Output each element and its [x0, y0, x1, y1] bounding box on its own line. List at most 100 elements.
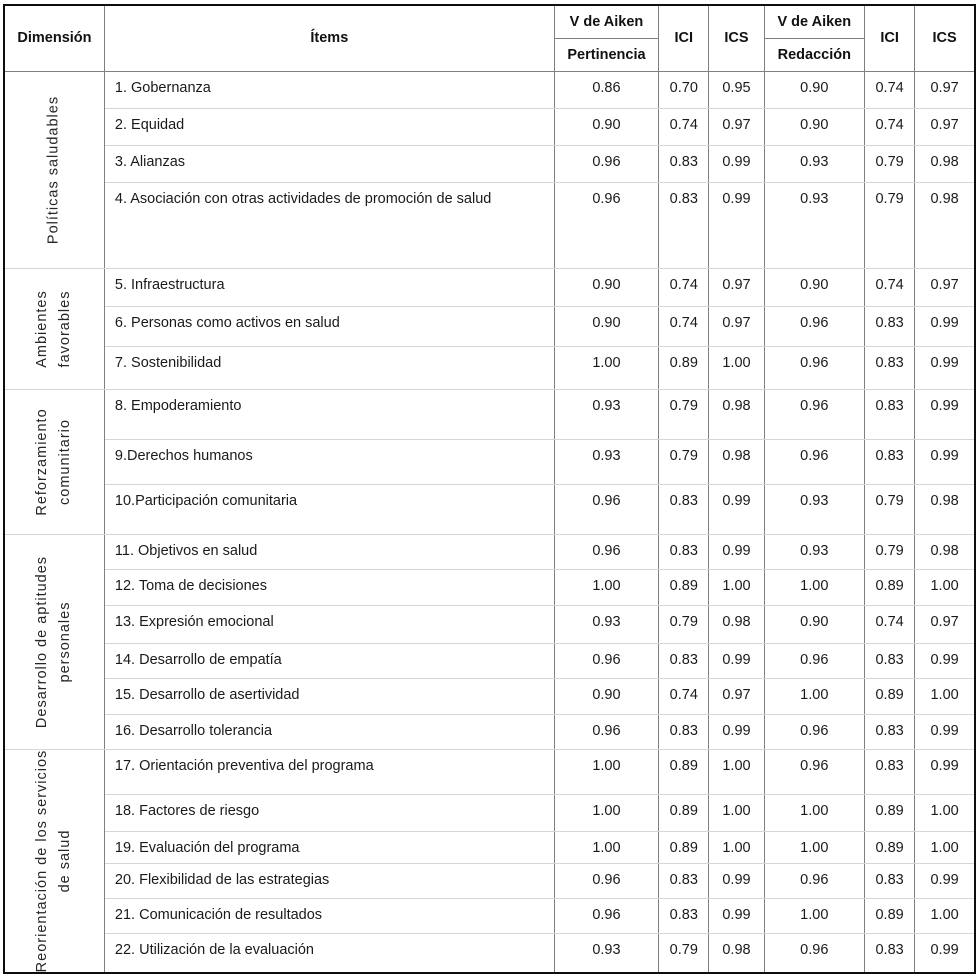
value-cell: 0.90 — [553, 677, 660, 715]
header-pertinencia: Pertinencia — [553, 37, 660, 72]
value-cell: 0.83 — [863, 748, 916, 795]
dimension-cell: Desarrollo de aptitudes personales — [3, 533, 105, 750]
value-cell: 0.89 — [658, 748, 710, 795]
value-cell: 0.99 — [708, 483, 765, 535]
item-cell: 10.Participación comunitaria — [103, 483, 555, 535]
item-cell: 2. Equidad — [103, 107, 555, 146]
table-row: 20. Flexibilidad de las estrategias 0.96 0… — [4, 862, 976, 899]
value-cell: 0.83 — [658, 181, 710, 269]
value-cell: 0.83 — [863, 438, 916, 485]
value-cell: 0.79 — [863, 483, 916, 535]
table-row: Reorientación de los servicios de salud 1… — [3, 748, 976, 974]
table-row: 15. Desarrollo de asertividad 0.90 0.74 0.9… — [4, 677, 976, 715]
dimension-label: Reorientación de los servicios de salud — [34, 749, 74, 973]
value-cell: 0.97 — [914, 107, 976, 146]
value-cell: 0.89 — [863, 793, 916, 832]
value-cell: 0.93 — [553, 438, 660, 485]
value-cell: 0.93 — [763, 181, 866, 269]
value-cell: 0.98 — [708, 932, 765, 974]
table-row: 2. Equidad 0.90 0.74 0.97 0.90 0.74 0.97 — [4, 107, 976, 146]
table-row: 14. Desarrollo de empatía 0.96 0.83 0.99 0.9… — [4, 642, 976, 679]
value-cell: 0.99 — [708, 533, 765, 570]
item-cell: 6. Personas como activos en salud — [103, 305, 555, 347]
value-cell: 0.93 — [763, 144, 866, 183]
item-cell: 1. Gobernanza — [103, 70, 555, 109]
value-cell: 1.00 — [763, 568, 866, 606]
dimension-label: Ambientes favorables — [34, 289, 74, 368]
value-cell: 1.00 — [763, 897, 866, 934]
value-cell: 0.97 — [914, 604, 976, 644]
value-cell: 0.99 — [708, 862, 765, 899]
item-cell: 5. Infraestructura — [103, 267, 555, 307]
header-dimension: Dimensión — [3, 4, 105, 72]
value-cell: 0.96 — [553, 181, 660, 269]
dimension-cell: Reforzamiento comunitario — [3, 388, 105, 535]
table-row: 13. Expresión emocional 0.93 0.79 0.98 0.90 0… — [4, 604, 976, 644]
header-redaccion: Redacción — [763, 37, 866, 72]
value-cell: 0.79 — [658, 932, 710, 974]
table-row: 19. Evaluación del programa 1.00 0.89 1.00 1… — [4, 830, 976, 864]
value-cell: 0.99 — [914, 642, 976, 679]
value-cell: 0.89 — [863, 897, 916, 934]
value-cell: 0.90 — [763, 70, 866, 109]
value-cell: 0.83 — [658, 713, 710, 750]
value-cell: 0.99 — [708, 642, 765, 679]
value-cell: 0.96 — [763, 748, 866, 795]
table-row: 21. Comunicación de resultados 0.96 0.83 0.… — [4, 897, 976, 934]
dimension-cell: Reorientación de los servicios de salud — [3, 748, 105, 974]
value-cell: 0.97 — [914, 267, 976, 307]
value-cell: 1.00 — [708, 748, 765, 795]
value-cell: 0.96 — [553, 144, 660, 183]
value-cell: 0.99 — [708, 897, 765, 934]
value-cell: 0.99 — [914, 862, 976, 899]
value-cell: 0.93 — [553, 604, 660, 644]
item-cell: 18. Factores de riesgo — [103, 793, 555, 832]
value-cell: 0.74 — [658, 677, 710, 715]
value-cell: 0.99 — [914, 748, 976, 795]
value-cell: 1.00 — [763, 830, 866, 864]
value-cell: 0.93 — [553, 388, 660, 440]
value-cell: 0.90 — [553, 305, 660, 347]
value-cell: 0.97 — [708, 107, 765, 146]
value-cell: 1.00 — [914, 793, 976, 832]
value-cell: 0.70 — [658, 70, 710, 109]
value-cell: 1.00 — [708, 830, 765, 864]
value-cell: 0.89 — [658, 793, 710, 832]
value-cell: 0.98 — [914, 533, 976, 570]
value-cell: 0.83 — [863, 713, 916, 750]
value-cell: 0.96 — [763, 345, 866, 390]
value-cell: 0.93 — [763, 533, 866, 570]
dimension-cell: Políticas saludables — [3, 70, 105, 269]
value-cell: 1.00 — [553, 830, 660, 864]
value-cell: 0.79 — [658, 388, 710, 440]
dimension-label: Reforzamiento comunitario — [34, 407, 74, 516]
value-cell: 0.98 — [914, 144, 976, 183]
value-cell: 0.89 — [658, 345, 710, 390]
table-row: 3. Alianzas 0.96 0.83 0.99 0.93 0.79 0.98 — [4, 144, 976, 183]
value-cell: 0.90 — [553, 267, 660, 307]
value-cell: 1.00 — [553, 345, 660, 390]
value-cell: 0.83 — [658, 862, 710, 899]
value-cell: 0.83 — [658, 897, 710, 934]
table-row: 12. Toma de decisiones 1.00 0.89 1.00 1.00 0.… — [4, 568, 976, 606]
value-cell: 0.96 — [553, 897, 660, 934]
value-cell: 0.96 — [763, 388, 866, 440]
value-cell: 0.89 — [863, 677, 916, 715]
table-row: 6. Personas como activos en salud 0.90 0.7… — [4, 305, 976, 347]
value-cell: 0.99 — [708, 181, 765, 269]
value-cell: 0.99 — [914, 345, 976, 390]
value-cell: 1.00 — [553, 568, 660, 606]
value-cell: 0.83 — [863, 642, 916, 679]
value-cell: 1.00 — [708, 793, 765, 832]
value-cell: 1.00 — [763, 677, 866, 715]
value-cell: 1.00 — [914, 830, 976, 864]
table-row: 7. Sostenibilidad 1.00 0.89 1.00 0.96 0.83 0.9… — [4, 345, 976, 390]
table-row: 10.Participación comunitaria 0.96 0.83 0.99… — [4, 483, 976, 535]
value-cell: 0.90 — [553, 107, 660, 146]
value-cell: 0.93 — [553, 932, 660, 974]
value-cell: 1.00 — [914, 568, 976, 606]
value-cell: 0.96 — [553, 533, 660, 570]
value-cell: 1.00 — [553, 748, 660, 795]
table-row: 16. Desarrollo tolerancia 0.96 0.83 0.99 0.9… — [4, 713, 976, 750]
value-cell: 0.83 — [658, 642, 710, 679]
